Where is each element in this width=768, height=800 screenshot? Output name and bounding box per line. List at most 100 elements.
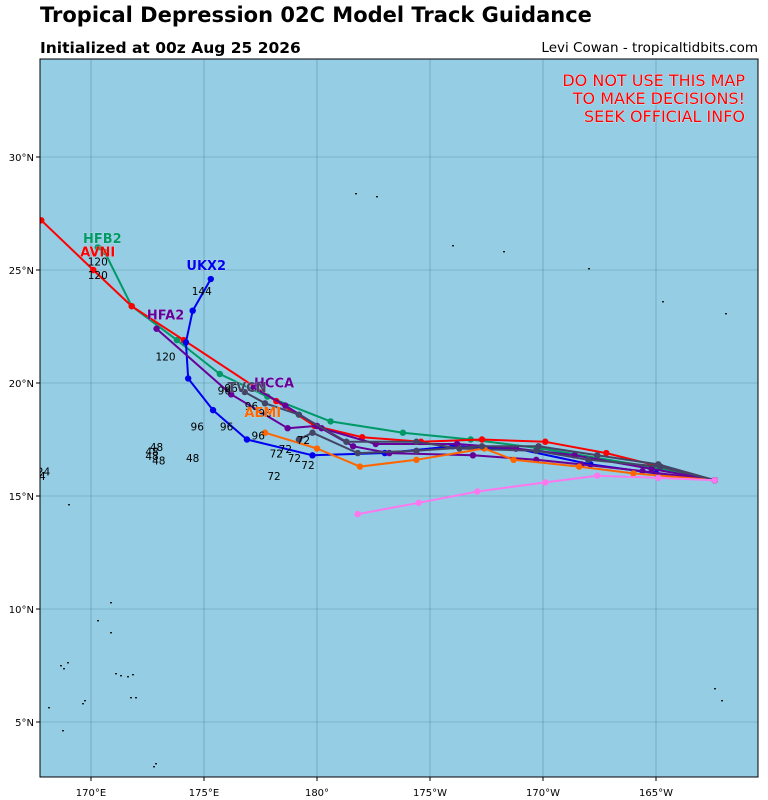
hour-label: 72 — [267, 471, 280, 483]
island — [120, 675, 122, 677]
track-point — [284, 425, 291, 432]
track-point — [309, 429, 316, 436]
track-point — [343, 438, 350, 445]
track-point — [356, 463, 364, 470]
island — [48, 707, 50, 709]
island — [714, 688, 716, 690]
graticule — [40, 59, 758, 777]
track-point — [542, 438, 549, 445]
hour-label: 96 — [220, 421, 234, 433]
track-point — [153, 325, 160, 332]
track-point — [415, 499, 422, 506]
lat-label: 15°N — [9, 492, 34, 503]
hour-label: 96 — [252, 431, 266, 443]
lon-label: 170°W — [526, 788, 560, 799]
model-name: AVNI — [80, 245, 115, 260]
credit-text: Levi Cowan - tropicaltidbits.com — [541, 40, 758, 56]
track-point — [295, 436, 303, 443]
hour-label: 48 — [186, 453, 199, 465]
track-point — [413, 438, 420, 445]
island — [503, 251, 505, 253]
map-frame — [39, 58, 759, 778]
hour-label: 72 — [270, 449, 283, 461]
island — [155, 763, 157, 765]
track-point — [542, 479, 549, 486]
track-point — [309, 452, 316, 459]
track-point — [648, 465, 655, 473]
island — [452, 245, 454, 247]
lat-label: 20°N — [9, 379, 34, 390]
model-name: AEMI — [244, 406, 281, 421]
track-point — [711, 476, 718, 484]
track-point — [295, 411, 303, 418]
track-point — [261, 429, 269, 436]
model-tracks — [40, 217, 718, 518]
track-point — [250, 384, 257, 391]
island — [376, 196, 378, 198]
lon-label: 180° — [305, 788, 329, 799]
track-point — [639, 467, 646, 475]
model-name: UKX2 — [186, 259, 226, 274]
track-point — [40, 217, 45, 224]
track-point — [243, 436, 251, 443]
init-time: Initialized at 00z Aug 25 2026 — [40, 39, 301, 57]
islands — [48, 193, 727, 768]
track-point — [575, 463, 583, 470]
hour-label: 48 — [145, 446, 158, 458]
lon-label: 170°E — [76, 788, 106, 799]
track-point — [349, 443, 357, 450]
latitude-labels: 30°N 25°N 20°N 15°N 10°N 5°N — [9, 153, 40, 729]
island — [115, 673, 117, 675]
hour-label: 24 — [28, 469, 42, 481]
island — [588, 268, 590, 270]
track-point — [413, 447, 420, 454]
track-line — [40, 219, 716, 482]
island — [67, 662, 69, 664]
track-line — [244, 391, 716, 482]
model-name: HFB2 — [83, 232, 122, 247]
track-point — [478, 436, 486, 443]
track-point — [399, 429, 407, 436]
longitude-labels: 170°E 175°E 180° 175°W 170°W 165°W — [76, 777, 673, 799]
hour-label: 120 — [88, 270, 108, 282]
track-point — [594, 472, 601, 479]
island — [110, 632, 112, 634]
track-point — [603, 449, 610, 457]
island — [355, 193, 357, 195]
hour-label: 96 — [224, 383, 238, 395]
hour-label: 72 — [297, 435, 310, 447]
hour-label: 72 — [288, 453, 301, 465]
lat-label: 30°N — [9, 153, 34, 164]
track-point — [173, 336, 181, 344]
track-point — [189, 307, 196, 314]
track-point — [216, 370, 224, 378]
track-point — [184, 375, 192, 382]
lat-label: 25°N — [9, 266, 34, 277]
lon-label: 175°W — [413, 788, 447, 799]
track-point — [655, 461, 662, 468]
island — [153, 766, 155, 768]
track-point — [313, 445, 321, 452]
hour-label: 96 — [258, 408, 272, 420]
hour-label: 144 — [192, 286, 212, 298]
warning-line: SEEK OFFICIAL INFO — [584, 107, 745, 126]
hour-label: 120 — [88, 256, 108, 268]
island — [725, 313, 727, 315]
hour-label: 24 — [32, 471, 46, 483]
island — [62, 730, 64, 732]
track-point — [585, 456, 592, 464]
track-point — [354, 449, 361, 457]
island — [135, 697, 137, 699]
hour-label: 96 — [191, 421, 205, 433]
hour-label: 72 — [301, 460, 314, 472]
track-point — [354, 510, 361, 518]
track-point — [282, 402, 289, 409]
island — [63, 668, 65, 670]
island — [130, 697, 132, 699]
track-point — [101, 248, 108, 256]
lon-label: 165°W — [639, 788, 673, 799]
island — [662, 301, 664, 303]
